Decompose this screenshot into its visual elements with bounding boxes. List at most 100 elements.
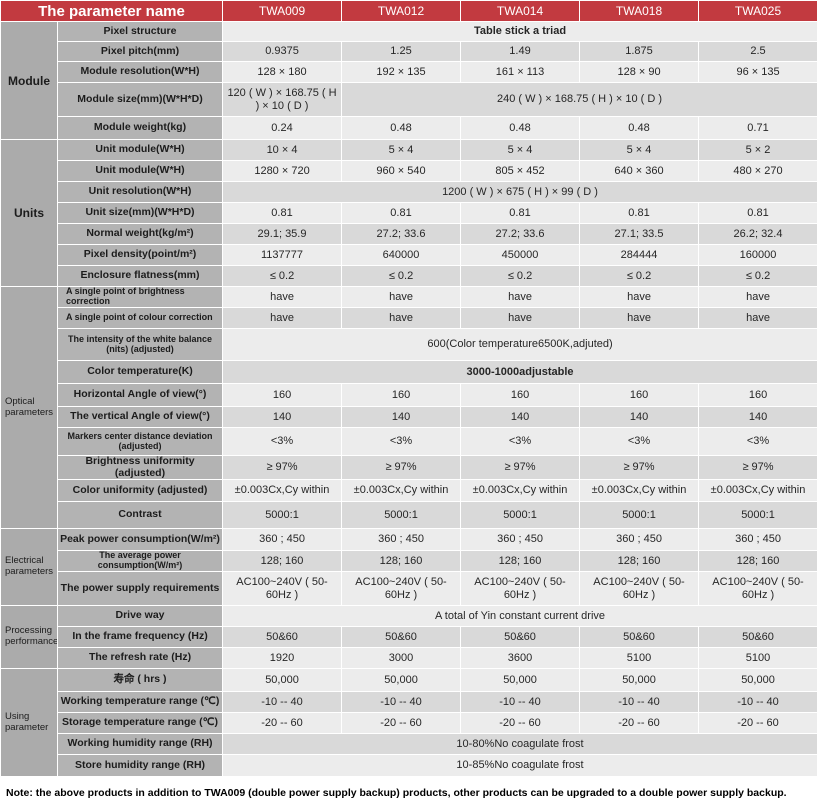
table-row: Horizontal Angle of view(°) 160 160 160 160 1…	[1, 383, 817, 407]
value-cell: 140	[579, 406, 700, 428]
value-cell: AC100~240V ( 50-60Hz )	[698, 571, 817, 607]
value-cell: ≤ 0.2	[698, 265, 817, 287]
value-cell: ±0.003Cx,Cy within	[222, 479, 343, 503]
value-cell: 0.24	[222, 116, 343, 140]
value-cell: ≥ 97%	[579, 454, 700, 481]
header-row: The parameter name TWA009 TWA012 TWA014 TWA…	[0, 0, 817, 22]
value-cell: 360 ; 450	[698, 528, 817, 552]
param-label: Unit size(mm)(W*H*D)	[56, 202, 224, 224]
value-cell: 160	[698, 383, 817, 407]
value-cell: 50,000	[222, 668, 343, 693]
merged-value-cell: 10-85%No coagulate frost	[222, 754, 817, 778]
table-row: Color uniformity (adjusted) ±0.003Cx,Cy w…	[1, 479, 817, 503]
value-cell: have	[698, 307, 817, 329]
parameter-name-header: The parameter name	[0, 0, 224, 22]
table-row: Normal weight(kg/m²) 29.1; 35.9 27.2; 33.6…	[1, 223, 817, 245]
merged-value-cell: 1200 ( W ) × 675 ( H ) × 99 ( D )	[222, 181, 817, 203]
product-column-header: TWA009	[222, 0, 343, 22]
value-cell: 1920	[222, 647, 343, 670]
param-label: Module resolution(W*H)	[56, 61, 224, 83]
table-row: Brightness uniformity (adjusted) ≥ 97% ≥ 9…	[1, 454, 817, 481]
param-label: Unit resolution(W*H)	[56, 181, 224, 203]
value-cell: 128; 160	[460, 550, 581, 573]
merged-value-cell: 600(Color temperature6500K,adjuted)	[222, 328, 817, 361]
param-label: Peak power consumption(W/m²)	[56, 528, 224, 552]
value-cell: 96 × 135	[698, 61, 817, 83]
product-column-header: TWA025	[698, 0, 817, 22]
value-cell: ≥ 97%	[341, 454, 462, 481]
param-label: Pixel structure	[56, 21, 224, 42]
table-row: Pixel density(point/m²) 1137777 640000 4500…	[1, 244, 817, 266]
param-label: Working humidity range (RH)	[56, 733, 224, 756]
value-cell: 128; 160	[698, 550, 817, 573]
value-cell: 5000:1	[460, 501, 581, 530]
value-cell: 29.1; 35.9	[222, 223, 343, 245]
table-row: Storage temperature range (℃) -20 -- 60 -2…	[1, 712, 817, 735]
table-row: Using parameter 寿命 ( hrs ) 50,000 50,000 50,…	[0, 668, 817, 778]
param-label: 寿命 ( hrs )	[56, 668, 224, 693]
footnote: Note: the above products in addition to …	[6, 787, 787, 800]
value-cell: -10 -- 40	[698, 691, 817, 714]
value-cell: 128; 160	[222, 550, 343, 573]
value-cell: ±0.003Cx,Cy within	[579, 479, 700, 503]
group-cell: Module	[0, 21, 58, 140]
table-row: Enclosure flatness(mm) ≤ 0.2 ≤ 0.2 ≤ 0.2 ≤ 0…	[1, 265, 817, 287]
param-label: Normal weight(kg/m²)	[56, 223, 224, 245]
value-cell: 805 × 452	[460, 160, 581, 182]
group-cell: Processing performance	[0, 605, 58, 670]
value-cell: 1.25	[341, 41, 462, 62]
value-cell: 27.2; 33.6	[460, 223, 581, 245]
value-cell: ±0.003Cx,Cy within	[698, 479, 817, 503]
param-label: Module size(mm)(W*H*D)	[56, 82, 224, 117]
value-cell: 50,000	[460, 668, 581, 693]
value-cell: 0.81	[579, 202, 700, 224]
table-row: The intensity of the white balance (nits…	[1, 328, 817, 361]
value-cell: -10 -- 40	[341, 691, 462, 714]
value-cell: AC100~240V ( 50-60Hz )	[341, 571, 462, 607]
table-row: Markers center distance deviation (adjus…	[1, 427, 817, 456]
product-column-header: TWA012	[341, 0, 462, 22]
param-label: The refresh rate (Hz)	[56, 647, 224, 670]
table-row: Unit size(mm)(W*H*D) 0.81 0.81 0.81 0.81 0.81	[1, 202, 817, 224]
value-cell: 5100	[579, 647, 700, 670]
value-cell: 26.2; 32.4	[698, 223, 817, 245]
value-cell: -20 -- 60	[579, 712, 700, 735]
value-cell: ≤ 0.2	[460, 265, 581, 287]
table-row: In the frame frequency (Hz) 50&60 50&60 50&…	[1, 626, 817, 649]
value-cell: 140	[222, 406, 343, 428]
table-row: Contrast 5000:1 5000:1 5000:1 5000:1 5000:1	[1, 501, 817, 530]
param-label: Pixel pitch(mm)	[56, 41, 224, 62]
value-cell: 192 × 135	[341, 61, 462, 83]
product-column-header: TWA014	[460, 0, 581, 22]
group-cell: Using parameter	[0, 668, 58, 778]
value-cell: AC100~240V ( 50-60Hz )	[460, 571, 581, 607]
value-cell: 5 × 4	[460, 139, 581, 161]
value-cell: -10 -- 40	[579, 691, 700, 714]
param-label: Contrast	[56, 501, 224, 530]
value-cell: 5000:1	[579, 501, 700, 530]
value-cell: 960 × 540	[341, 160, 462, 182]
value-cell: 160	[579, 383, 700, 407]
table-row: Store humidity range (RH) 10-85%No coagul…	[1, 754, 817, 778]
value-cell: 284444	[579, 244, 700, 266]
param-label: Pixel density(point/m²)	[56, 244, 224, 266]
merged-value-cell: 10-80%No coagulate frost	[222, 733, 817, 756]
value-cell: have	[341, 286, 462, 308]
group-cell: Electrical parameters	[0, 528, 58, 607]
param-label: A single point of colour correction	[56, 307, 224, 329]
value-cell: 160	[222, 383, 343, 407]
table-row: Pixel pitch(mm) 0.9375 1.25 1.49 1.875 2.5	[1, 41, 817, 62]
value-cell: 5100	[698, 647, 817, 670]
value-cell: -20 -- 60	[222, 712, 343, 735]
value-cell: have	[222, 307, 343, 329]
value-cell: 640 × 360	[579, 160, 700, 182]
value-cell: have	[222, 286, 343, 308]
param-label: Horizontal Angle of view(°)	[56, 383, 224, 407]
spec-table: The parameter name TWA009 TWA012 TWA014 TWA…	[0, 0, 817, 778]
param-label: Unit module(W*H)	[56, 160, 224, 182]
param-label: The vertical Angle of view(°)	[56, 406, 224, 428]
value-cell: ±0.003Cx,Cy within	[460, 479, 581, 503]
value-cell: 5 × 4	[579, 139, 700, 161]
value-cell: have	[579, 286, 700, 308]
value-cell: 160	[341, 383, 462, 407]
